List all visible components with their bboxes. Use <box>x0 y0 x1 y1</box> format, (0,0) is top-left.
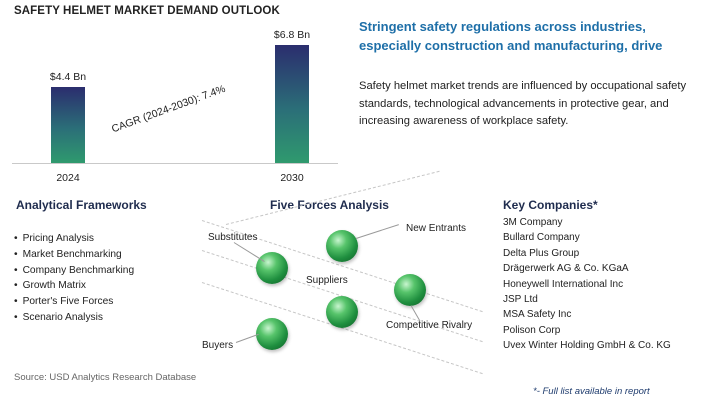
companies-title: Key Companies* <box>503 198 598 212</box>
framework-item: Porter's Five Forces <box>14 294 134 310</box>
framework-item: Scenario Analysis <box>14 310 134 326</box>
company-item: Honeywell International Inc <box>503 278 624 290</box>
cagr-annotation: CAGR (2024-2030): 7.4% <box>110 82 228 136</box>
bar-value-label: $4.4 Bn <box>49 70 87 83</box>
substitutes-leader <box>233 242 265 263</box>
new-entrants-label: New Entrants <box>406 223 467 234</box>
competitive-rivalry-sphere <box>394 274 426 306</box>
buyers-leader <box>235 333 259 343</box>
framework-item: Growth Matrix <box>14 278 134 294</box>
bar-2030 <box>275 45 309 163</box>
chart-baseline <box>12 163 338 164</box>
description: Safety helmet market trends are influenc… <box>359 80 687 127</box>
buyers-sphere <box>256 318 288 350</box>
footnote: *- Full list available in report <box>533 386 650 397</box>
x-tick-label: 2030 <box>280 172 304 184</box>
company-item: MSA Safety Inc <box>503 309 572 321</box>
market-bar-chart: CAGR (2024-2030): 7.4% $4.4 Bn 2024 $6.8 B… <box>10 20 340 190</box>
framework-item: Pricing Analysis <box>14 231 134 247</box>
company-item: Uvex Winter Holding GmbH & Co. KG <box>503 340 671 352</box>
headline: Stringent safety regulations across indu… <box>359 19 663 53</box>
source-note: Source: USD Analytics Research Database <box>14 372 197 383</box>
suppliers-sphere <box>326 296 358 328</box>
buyers-label: Buyers <box>202 340 234 351</box>
company-item: Drägerwerk AG & Co. KGaA <box>503 263 629 275</box>
page-title: SAFETY HELMET MARKET DEMAND OUTLOOK <box>14 5 280 17</box>
new-entrants-leader <box>355 224 399 239</box>
five-forces-diagram: Substitutes New Entrants Suppliers Compe… <box>196 170 498 375</box>
competitive-rivalry-label: Competitive Rivalry <box>386 320 473 331</box>
suppliers-label: Suppliers <box>306 275 348 286</box>
frameworks-list: Pricing AnalysisMarket BenchmarkingCompa… <box>14 231 135 326</box>
substitutes-sphere <box>256 252 288 284</box>
new-entrants-sphere <box>326 230 358 262</box>
company-item: Bullard Company <box>503 232 580 244</box>
x-tick-label: 2024 <box>56 172 80 184</box>
company-item: 3M Company <box>503 217 563 228</box>
company-item: JSP Ltd <box>503 293 538 305</box>
frameworks-title: Analytical Frameworks <box>16 198 147 212</box>
bar-2024 <box>51 86 85 163</box>
company-item: Delta Plus Group <box>503 247 580 259</box>
companies-list: 3M Company Bullard Company Delta Plus Grou… <box>503 215 671 354</box>
framework-item: Company Benchmarking <box>14 263 135 279</box>
substitutes-label: Substitutes <box>208 232 258 243</box>
framework-item: Market Benchmarking <box>14 247 134 263</box>
company-item: Polison Corp <box>503 324 561 336</box>
bar-value-label: $6.8 Bn <box>273 29 311 41</box>
five-forces-title: Five Forces Analysis <box>270 198 389 212</box>
